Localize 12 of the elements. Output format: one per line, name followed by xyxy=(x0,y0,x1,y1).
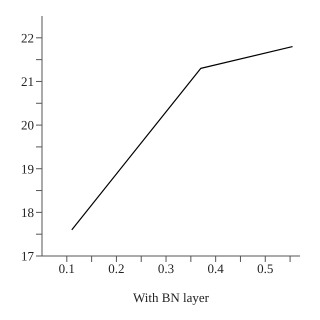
x-tick-label: 0.3 xyxy=(158,261,174,276)
x-tick-label: 0.5 xyxy=(257,261,274,276)
x-tick-label: 0.1 xyxy=(58,261,75,276)
y-tick-label: 21 xyxy=(21,74,34,90)
y-tick-label: 19 xyxy=(21,161,34,176)
y-tick-label: 22 xyxy=(21,30,34,46)
x-tick-label: 0.2 xyxy=(108,261,125,276)
x-tick-label: 0.4 xyxy=(208,261,224,276)
y-tick-label: 18 xyxy=(21,204,34,220)
y-tick-label: 20 xyxy=(21,118,34,133)
x-axis-title: With BN layer xyxy=(132,290,210,305)
y-tick-label: 17 xyxy=(21,248,34,264)
